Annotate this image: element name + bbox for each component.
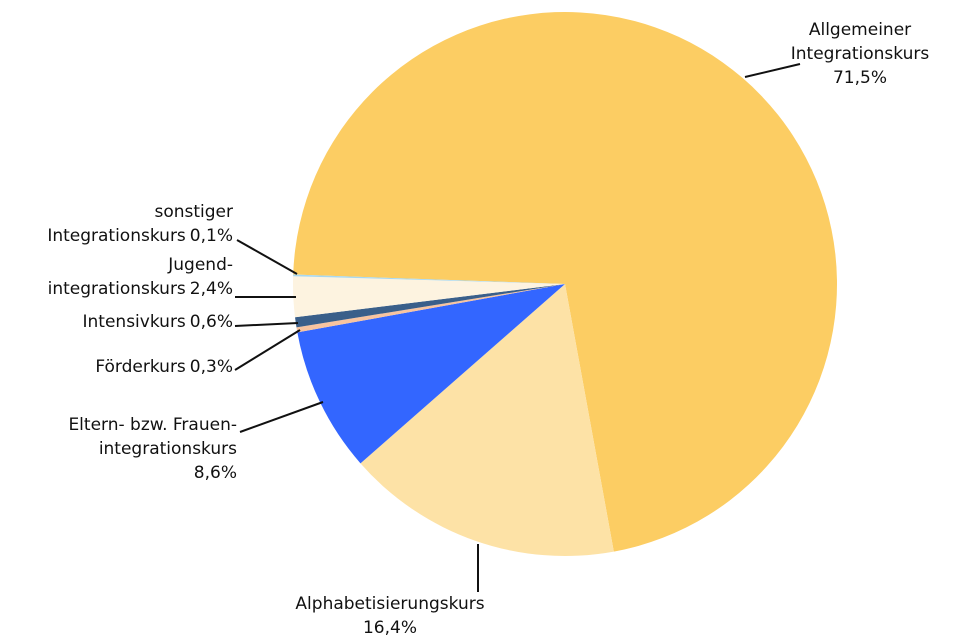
slice-label: Allgemeiner Integrationskurs 71,5% xyxy=(791,18,929,90)
pie-slice xyxy=(293,276,565,318)
slice-label: Intensivkurs 0,6% xyxy=(83,310,233,334)
slice-label: Förderkurs 0,3% xyxy=(95,355,233,379)
value-label: 16,4% xyxy=(362,618,417,637)
slice-label: Jugend- integrationskurs 2,4% xyxy=(48,253,233,301)
category-name: Eltern- bzw. Frauen- integrationskurs xyxy=(68,415,237,459)
category-name: sonstiger Integrationskurs xyxy=(47,202,233,246)
leader-line xyxy=(236,239,298,275)
value-label: 0,6% xyxy=(189,312,233,332)
slice-label: Eltern- bzw. Frauen- integrationskurs 8,6… xyxy=(68,413,237,485)
value-label: 8,6% xyxy=(193,463,237,483)
pie-slice xyxy=(295,284,565,328)
pie-slice xyxy=(360,284,614,556)
pie-slice xyxy=(293,11,838,552)
value-label: 2,4% xyxy=(189,279,233,299)
category-name: Alphabetisierungskurs xyxy=(295,594,485,614)
value-label: 0,3% xyxy=(189,357,233,377)
slice-label: sonstiger Integrationskurs 0,1% xyxy=(47,200,233,248)
category-name: Allgemeiner Integrationskurs xyxy=(790,20,930,64)
category-name: Förderkurs xyxy=(95,357,186,377)
leader-line xyxy=(239,401,324,433)
slice-label: Alphabetisierungskurs 16,4% xyxy=(295,592,484,637)
category-name: Jugend- integrationskurs xyxy=(47,255,233,299)
leader-line xyxy=(744,63,801,78)
value-label: 0,1% xyxy=(189,226,233,246)
leader-line xyxy=(234,322,299,327)
value-label: 71,5% xyxy=(832,68,888,88)
pie-slice xyxy=(293,274,565,284)
category-name: Intensivkurs xyxy=(82,312,186,332)
pie-slice xyxy=(296,284,565,333)
leader-line xyxy=(234,329,301,371)
pie-slice xyxy=(297,284,565,464)
